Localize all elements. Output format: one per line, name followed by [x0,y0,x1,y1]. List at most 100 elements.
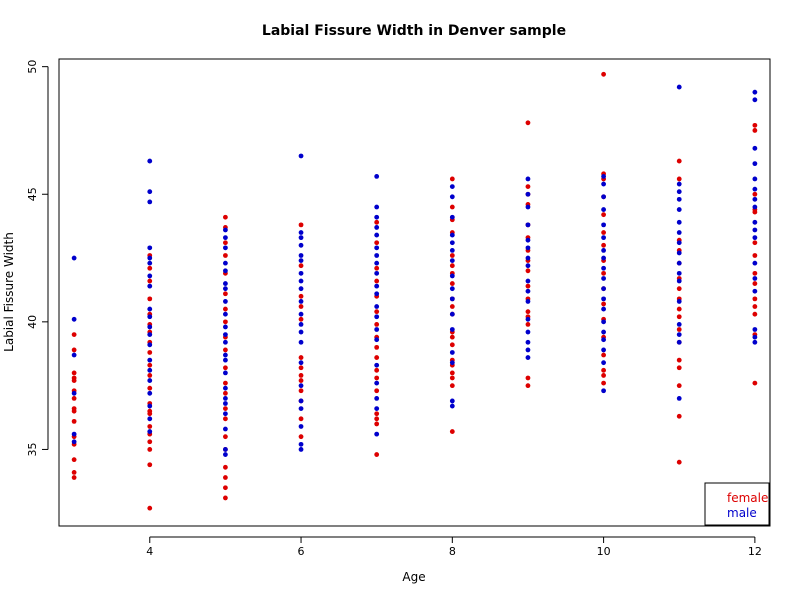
data-point-male [525,263,531,269]
data-point-male [223,401,228,406]
data-point-female [449,204,455,210]
data-point-female [752,311,758,317]
data-point-female [223,495,228,501]
data-point-male [298,398,304,404]
data-point-female [601,242,606,248]
data-point-female [223,347,228,353]
data-point-female [71,418,77,424]
data-point-male [752,227,758,233]
data-point-male [223,352,228,358]
data-point-female [71,347,77,353]
x-tick-label: 6 [298,545,305,558]
data-point-female [601,373,606,378]
data-point-female [374,375,380,381]
data-point-female [752,270,758,276]
data-point-female [147,373,153,378]
data-point-female [298,388,304,394]
data-point-female [147,424,153,429]
data-point-male [449,311,455,317]
data-point-female [601,352,606,358]
data-point-male [298,339,304,345]
data-point-male [525,245,531,251]
data-point-male [525,299,531,304]
x-tick-label: 12 [748,545,762,558]
data-point-male [601,265,606,271]
data-point-female [374,416,380,422]
data-point-female [374,278,380,284]
data-point-female [676,286,682,292]
data-point-female [601,270,606,276]
data-point-male [601,207,606,212]
data-point-male [449,350,455,355]
data-point-male [676,84,682,90]
data-point-male [601,347,606,353]
data-point-female [449,176,455,182]
data-point-male [676,270,682,276]
data-point-female [449,342,455,348]
data-point-male [449,327,455,332]
data-point-male [752,97,758,103]
data-point-male [676,278,682,284]
legend: female male [704,482,770,526]
data-point-male [223,357,228,363]
data-point-male [449,403,455,409]
data-point-male [676,332,682,338]
data-point-female [525,309,531,315]
data-point-male [223,370,228,376]
data-point-female [223,406,228,412]
data-point-male [601,296,606,302]
data-point-male [601,194,606,200]
data-point-male [374,380,380,386]
x-axis-label: Age [402,570,425,584]
data-point-female [449,370,455,376]
data-point-male [223,385,228,391]
data-point-male [298,329,304,335]
data-point-male [449,286,455,292]
data-point-female [298,416,304,422]
data-point-male [449,240,455,246]
data-point-male [525,347,531,353]
data-point-male [374,283,380,289]
data-point-female [147,385,153,391]
data-point-male [223,245,228,251]
x-tick-label: 10 [597,545,611,558]
legend-item-female: female [727,491,768,505]
data-point-female [298,293,304,299]
data-point-female [676,176,682,182]
y-tick-label: 35 [26,442,39,456]
data-point-male [601,255,606,261]
data-point-male [449,232,455,238]
data-point-male [752,327,758,332]
data-point-female [223,390,228,396]
data-point-female [449,429,455,434]
data-point-male [676,181,682,187]
data-point-female [223,319,228,325]
data-point-female [147,447,153,452]
data-point-female [752,281,758,286]
data-point-female [298,365,304,371]
data-point-male [752,176,758,182]
data-point-male [676,196,682,202]
data-point-female [223,214,228,220]
data-point-female [449,253,455,258]
data-point-male [525,204,531,210]
data-point-female [601,230,606,235]
data-point-female [147,462,153,468]
data-point-male [298,242,304,248]
data-point-male [147,260,153,266]
data-point-male [374,291,380,297]
data-point-male [223,339,228,345]
plot-frame [58,58,771,527]
data-point-female [223,365,228,371]
data-point-male [601,337,606,343]
data-point-male [676,321,682,327]
data-point-male [449,194,455,200]
data-point-male [71,439,77,445]
data-point-female [223,475,228,480]
data-point-male [147,245,153,251]
data-point-female [676,383,682,389]
data-point-female [752,304,758,309]
y-tick-label: 45 [26,187,39,201]
legend-item-male: male [727,506,757,520]
data-point-female [449,375,455,381]
